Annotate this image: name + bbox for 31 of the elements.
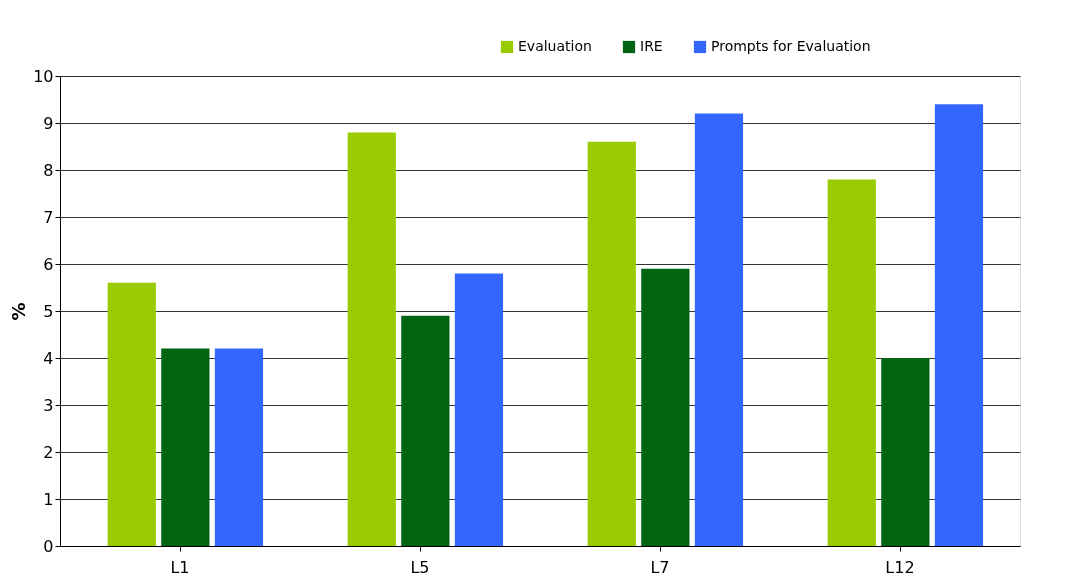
bar <box>934 104 984 546</box>
y-tick-label: 6 <box>43 254 54 274</box>
bar <box>881 358 930 546</box>
y-tick-label: 10 <box>33 66 54 86</box>
bar <box>454 273 504 546</box>
y-tick-label: 7 <box>43 207 54 227</box>
y-tick-label: 9 <box>43 113 54 133</box>
bar <box>587 141 636 546</box>
bar <box>214 348 264 546</box>
bar <box>694 113 744 546</box>
y-tick-label: 8 <box>43 160 54 180</box>
x-tick-label: L12 <box>885 557 915 577</box>
y-tick-label: 3 <box>43 395 54 415</box>
bar <box>827 179 876 546</box>
y-tick-label: 4 <box>43 348 54 368</box>
y-tick-label: 2 <box>43 442 54 462</box>
bar <box>347 132 396 546</box>
y-axis-title: % <box>8 302 30 321</box>
bar <box>107 282 156 546</box>
bar <box>401 315 450 546</box>
legend-label: Prompts for Evaluation <box>711 38 871 54</box>
x-tick-label: L5 <box>410 557 430 577</box>
y-tick-label: 5 <box>43 301 54 321</box>
legend-label: Evaluation <box>518 38 592 54</box>
bar <box>161 348 210 546</box>
legend-label: IRE <box>640 38 663 54</box>
x-tick-label: L7 <box>650 557 670 577</box>
y-tick-label: 1 <box>43 489 54 509</box>
bar <box>641 268 690 546</box>
x-tick-label: L1 <box>170 557 190 577</box>
y-tick-label: 0 <box>43 536 54 556</box>
